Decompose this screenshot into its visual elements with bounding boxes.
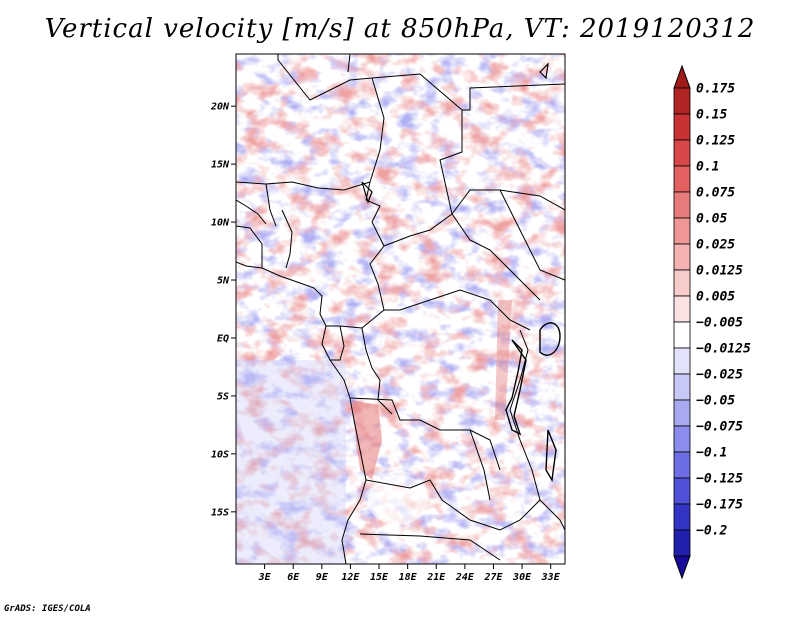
- colorbar-bin: [673, 321, 691, 349]
- lat-tick-label: EQ: [217, 333, 229, 344]
- lat-tick-label: 15S: [211, 507, 229, 518]
- colorbar-label: −0.2: [696, 524, 727, 539]
- colorbar-label: 0.175: [696, 82, 735, 97]
- colorbar-label: 0.005: [696, 290, 735, 305]
- colorbar-bin: [673, 243, 691, 271]
- colorbar-label: 0.0125: [696, 264, 743, 279]
- lon-tick-label: 3E: [258, 572, 272, 583]
- colorbar-label: 0.125: [696, 134, 735, 149]
- lon-tick-label: 12E: [341, 572, 360, 583]
- colorbar-label: 0.15: [696, 108, 727, 123]
- lon-tick-label: 21E: [426, 572, 446, 583]
- colorbar-bin: [673, 87, 691, 115]
- colorbar-bin: [673, 451, 691, 479]
- map-title: Vertical velocity [m/s] at 850hPa, VT: 2…: [44, 14, 756, 44]
- lat-tick-label: 20N: [210, 102, 230, 113]
- colorbar-label: −0.0125: [696, 342, 751, 357]
- lat-tick-label: 5N: [217, 276, 230, 287]
- colorbar-bin: [673, 399, 691, 427]
- lon-tick-label: 18E: [399, 572, 418, 583]
- country-boundaries: [236, 54, 565, 564]
- colorbar-bin: [673, 295, 691, 323]
- colorbar-bin: [673, 347, 691, 375]
- colorbar-bin: [673, 165, 691, 193]
- colorbar-label: −0.075: [696, 420, 743, 435]
- colorbar-bin: [673, 191, 691, 219]
- lon-tick-label: 24E: [455, 572, 475, 583]
- lat-tick-label: 15N: [211, 160, 230, 171]
- colorbar-top-arrow: [673, 64, 691, 89]
- colorbar-bin: [673, 269, 691, 297]
- colorbar-bin: [673, 217, 691, 245]
- velocity-field: [236, 54, 565, 564]
- colorbar: 0.175 0.15 0.125 0.1 0.075 0.05 0.025 0.0125 0.0…: [673, 64, 751, 580]
- colorbar-bin: [673, 139, 691, 167]
- map-frame: [235, 53, 566, 565]
- colorbar-bin: [673, 113, 691, 141]
- colorbar-bin: [673, 373, 691, 401]
- colorbar-bottom-arrow: [673, 555, 691, 580]
- colorbar-label: −0.1: [696, 446, 727, 461]
- colorbar-bin: [673, 529, 691, 557]
- lon-tick-label: 6E: [287, 572, 300, 583]
- longitude-axis: 3E 6E 9E 12E 15E 18E 21E 24E 27E 30E 33E: [258, 564, 561, 583]
- latitude-axis: 20N 15N 10N 5N EQ 5S 10S 15S: [210, 102, 236, 518]
- colorbar-label: 0.1: [696, 160, 719, 175]
- colorbar-label: 0.075: [696, 186, 735, 201]
- colorbar-bin: [673, 503, 691, 531]
- colorbar-label: −0.05: [696, 394, 735, 409]
- lat-tick-label: 10S: [211, 449, 229, 460]
- colorbar-label: 0.025: [696, 238, 735, 253]
- colorbar-label: −0.005: [696, 316, 743, 331]
- lat-tick-label: 10N: [211, 218, 230, 229]
- lon-tick-label: 30E: [512, 572, 532, 583]
- lon-tick-label: 27E: [483, 572, 503, 583]
- lat-tick-label: 5S: [217, 391, 229, 402]
- colorbar-label: −0.025: [696, 368, 743, 383]
- lon-tick-label: 33E: [541, 572, 561, 583]
- colorbar-label: 0.05: [696, 212, 727, 227]
- lon-tick-label: 9E: [316, 572, 329, 583]
- colorbar-bin: [673, 425, 691, 453]
- colorbar-bin: [673, 477, 691, 505]
- lon-tick-label: 15E: [370, 572, 389, 583]
- colorbar-label: −0.125: [696, 472, 743, 487]
- colorbar-label: −0.175: [696, 498, 743, 513]
- grads-credit: GrADS: IGES/COLA: [4, 604, 91, 614]
